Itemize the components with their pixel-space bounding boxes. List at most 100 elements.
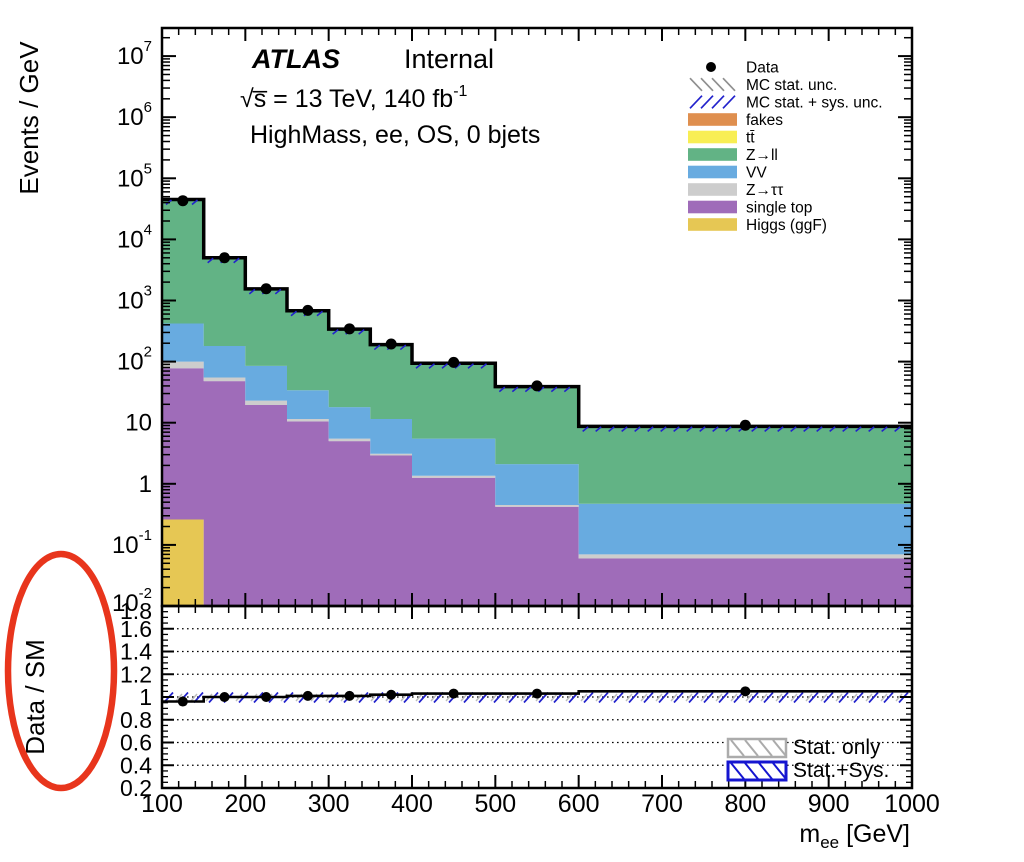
sys-dash [441, 363, 449, 369]
data-point [302, 304, 314, 316]
sys-dash [467, 363, 475, 369]
stat-band-hatch [670, 693, 678, 702]
x-tick-label: 500 [474, 790, 516, 818]
ratio-point [261, 692, 272, 702]
legend-swatch [688, 183, 737, 196]
sys-band-hatch [673, 691, 684, 704]
legend-label: Z→ll [746, 147, 778, 164]
stat-band-hatch [730, 693, 738, 702]
legend-label: MC stat. unc. [746, 77, 837, 94]
stat-band-hatch [610, 693, 618, 702]
legend-marker-data [706, 62, 716, 72]
y-tick-label: 105 [117, 160, 152, 192]
ratio-point [448, 688, 459, 699]
sys-dash [647, 426, 654, 433]
ratio-y-tick-label: 1 [139, 684, 152, 710]
sys-band-hatch [613, 691, 624, 704]
sys-band-hatch [688, 691, 699, 704]
sys-band-hatch [598, 691, 609, 704]
stat-band-hatch [595, 693, 603, 702]
ratio-point [302, 690, 313, 701]
sys-band-hatch [328, 691, 339, 704]
stat-band-hatch [475, 693, 483, 702]
sys-dash [803, 426, 810, 433]
ratio-y-tick-label: 1.2 [120, 661, 152, 687]
sys-dash [725, 426, 732, 433]
legend-swatch [688, 200, 737, 214]
sys-dash [881, 426, 888, 433]
sys-dash [855, 426, 862, 433]
sys-dash [550, 386, 558, 393]
sys-dash [894, 426, 901, 433]
x-tick-label: 100 [141, 790, 183, 818]
data-point [260, 283, 272, 295]
stat-band-hatch [175, 693, 183, 702]
sys-dash [764, 426, 771, 433]
ratio-point [219, 692, 230, 702]
stat-band-hatch [190, 693, 198, 702]
sys-band-hatch [868, 691, 879, 704]
stat-band-hatch [820, 693, 828, 702]
data-points-top [177, 195, 751, 431]
y-tick-label: 1 [139, 470, 152, 497]
ratio-point [386, 689, 397, 700]
ratio-legend-hatch [758, 739, 773, 757]
x-title-unit: [GeV] [839, 820, 910, 848]
sys-dash [842, 426, 849, 433]
sys-dash [498, 386, 506, 393]
sys-band-hatch [643, 691, 654, 704]
sys-band-hatch [748, 691, 759, 704]
sys-band-hatch [313, 691, 324, 704]
ratio-legend-label: Stat. only [793, 736, 881, 759]
legend-swatch [688, 165, 737, 179]
stat-band-hatch [760, 693, 768, 702]
sys-dash [712, 426, 719, 433]
sys-dash [608, 426, 615, 433]
sys-dash [233, 257, 240, 264]
ratio-legend-hatch [758, 762, 773, 780]
data-point [448, 356, 460, 368]
legend-label: Higgs (ggF) [746, 217, 827, 234]
stat-band-hatch [775, 693, 783, 702]
sys-dash [399, 344, 407, 351]
legend-swatch [688, 218, 737, 231]
ratio-point [177, 696, 188, 707]
x-tick-label: 200 [224, 790, 266, 818]
legend-hatch-blue [700, 95, 714, 109]
ratio-y-tick-label: 1.8 [120, 598, 152, 624]
legend-label: Z→ττ [746, 182, 783, 199]
ratio-y-tick-label: 0.2 [120, 775, 152, 801]
x-tick-label: 1000 [884, 790, 940, 818]
sys-dash [563, 386, 571, 393]
x-tick-label: 400 [391, 790, 433, 818]
sys-band-hatch [838, 691, 849, 704]
selection-label: HighMass, ee, OS, 0 bjets [250, 121, 540, 149]
ratio-legend-hatch [730, 762, 745, 780]
sys-band-hatch [703, 691, 714, 704]
stat-band-hatch [895, 693, 903, 702]
ratio-point [344, 690, 355, 701]
stat-band-hatch [865, 693, 873, 702]
legend-hatch-blue [722, 95, 736, 109]
stat-band-hatch [745, 693, 753, 702]
sys-dash [428, 363, 436, 369]
y-tick-label: 106 [117, 99, 152, 131]
sys-dash [751, 426, 758, 433]
y-tick-label: 104 [117, 221, 152, 253]
data-point [531, 380, 543, 392]
sys-dash [829, 426, 836, 433]
ratio-legend-hatch [730, 739, 745, 757]
legend-swatch [688, 148, 737, 161]
sys-dash [511, 386, 519, 393]
x-title-subscript: ee [820, 833, 839, 852]
ratio-legend-entry: Stat. only [726, 736, 881, 759]
y-tick-label: 10 [125, 409, 152, 436]
legend-hatch-gray [722, 77, 736, 92]
atlas-experiment-label: ATLAS [251, 44, 340, 74]
sys-dash [621, 426, 628, 433]
ratio-point [740, 686, 751, 697]
sys-band-hatch [823, 691, 834, 704]
x-tick-label: 800 [724, 790, 766, 818]
sys-band-hatch [763, 691, 774, 704]
